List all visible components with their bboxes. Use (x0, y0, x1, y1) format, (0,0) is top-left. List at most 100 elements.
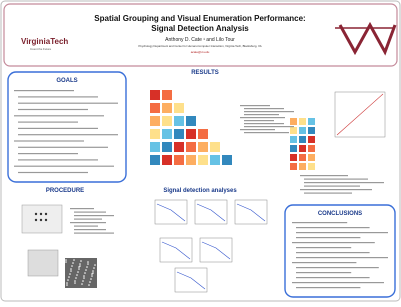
heat-cell (162, 116, 172, 126)
heat-cell (198, 129, 208, 139)
heat-cell (162, 155, 172, 165)
text-line (70, 208, 94, 209)
heat-cell (186, 142, 196, 152)
heat-cell (210, 142, 220, 152)
text-line (74, 233, 114, 234)
plot-frame (235, 200, 267, 224)
dot (70, 268, 72, 270)
heat-cell (174, 155, 184, 165)
dot (73, 259, 75, 261)
dot (83, 275, 85, 277)
heat-cell (186, 129, 196, 139)
heat-cell (308, 127, 315, 134)
dot (87, 263, 89, 265)
text-line (244, 114, 279, 115)
authors: Anthony D. Cate ¹ and Lilo Tour (165, 37, 235, 43)
text-line (304, 182, 384, 183)
stimulus-image (28, 250, 58, 276)
dot (87, 261, 89, 263)
heat-cell (186, 116, 196, 126)
heat-cell (290, 163, 297, 170)
text-line (74, 212, 106, 213)
dot (89, 281, 91, 283)
dot (71, 265, 73, 267)
text-line (296, 272, 351, 273)
plot-frame (160, 238, 192, 262)
dot (79, 263, 81, 265)
affiliation: Psychology Department and Center for Hum… (138, 44, 261, 48)
heat-cell (308, 136, 315, 143)
text-line (300, 189, 372, 190)
section-heading: GOALS (56, 78, 77, 84)
section-heading: PROCEDURE (46, 188, 84, 194)
dot (75, 277, 77, 279)
text-line (14, 115, 104, 116)
dot (74, 282, 76, 284)
heat-cell (162, 90, 172, 100)
heat-cell (162, 129, 172, 139)
text-line (240, 129, 275, 130)
dot (45, 219, 47, 221)
text-line (240, 105, 270, 106)
text-line (300, 175, 348, 176)
text-line (18, 153, 78, 154)
heat-cell (174, 103, 184, 113)
heat-cell (299, 163, 306, 170)
text-line (18, 172, 88, 173)
text-line (304, 179, 368, 180)
text-line (296, 257, 388, 258)
text-line (296, 252, 370, 253)
heat-cell (150, 103, 160, 113)
dot (70, 270, 72, 272)
heat-cell (290, 127, 297, 134)
email: acate@vt.edu (191, 50, 210, 54)
dot (72, 262, 74, 264)
text-line (18, 128, 98, 129)
heat-cell (222, 155, 232, 165)
heat-cell (299, 145, 306, 152)
text-line (296, 287, 360, 288)
logo: VirginiaTech (21, 37, 68, 46)
heat-cell (150, 142, 160, 152)
heat-cell (186, 155, 196, 165)
dot (35, 219, 37, 221)
text-line (74, 215, 114, 216)
stimulus-image (65, 258, 97, 288)
text-line (74, 226, 98, 227)
heat-cell (150, 116, 160, 126)
dot (94, 264, 96, 266)
text-line (240, 117, 285, 118)
dot (77, 271, 79, 273)
dot (66, 282, 68, 284)
heat-cell (198, 142, 208, 152)
heat-cell (174, 116, 184, 126)
text-line (244, 108, 284, 109)
heat-cell (308, 145, 315, 152)
text-line (296, 232, 388, 233)
text-line (244, 111, 294, 112)
heat-cell (150, 155, 160, 165)
logo-tagline: Invent the Future (30, 47, 52, 51)
dot (69, 273, 71, 275)
text-line (18, 159, 98, 160)
heat-cell (198, 155, 208, 165)
text-line (292, 282, 384, 283)
dot (67, 279, 69, 281)
goals-box (8, 72, 126, 182)
title: Spatial Grouping and Visual Enumeration … (94, 14, 305, 23)
section-heading: RESULTS (191, 70, 219, 76)
heat-cell (290, 154, 297, 161)
dot (90, 278, 92, 280)
dot (92, 272, 94, 274)
section-heading: Signal detection analyses (163, 188, 237, 194)
dot (92, 270, 94, 272)
text-line (18, 109, 88, 110)
text-line (18, 96, 98, 97)
text-line (14, 140, 84, 141)
text-line (244, 120, 274, 121)
text-line (14, 166, 114, 167)
title: Signal Detection Analysis (151, 24, 249, 33)
heat-cell (308, 118, 315, 125)
text-line (18, 103, 118, 104)
heat-cell (299, 127, 306, 134)
